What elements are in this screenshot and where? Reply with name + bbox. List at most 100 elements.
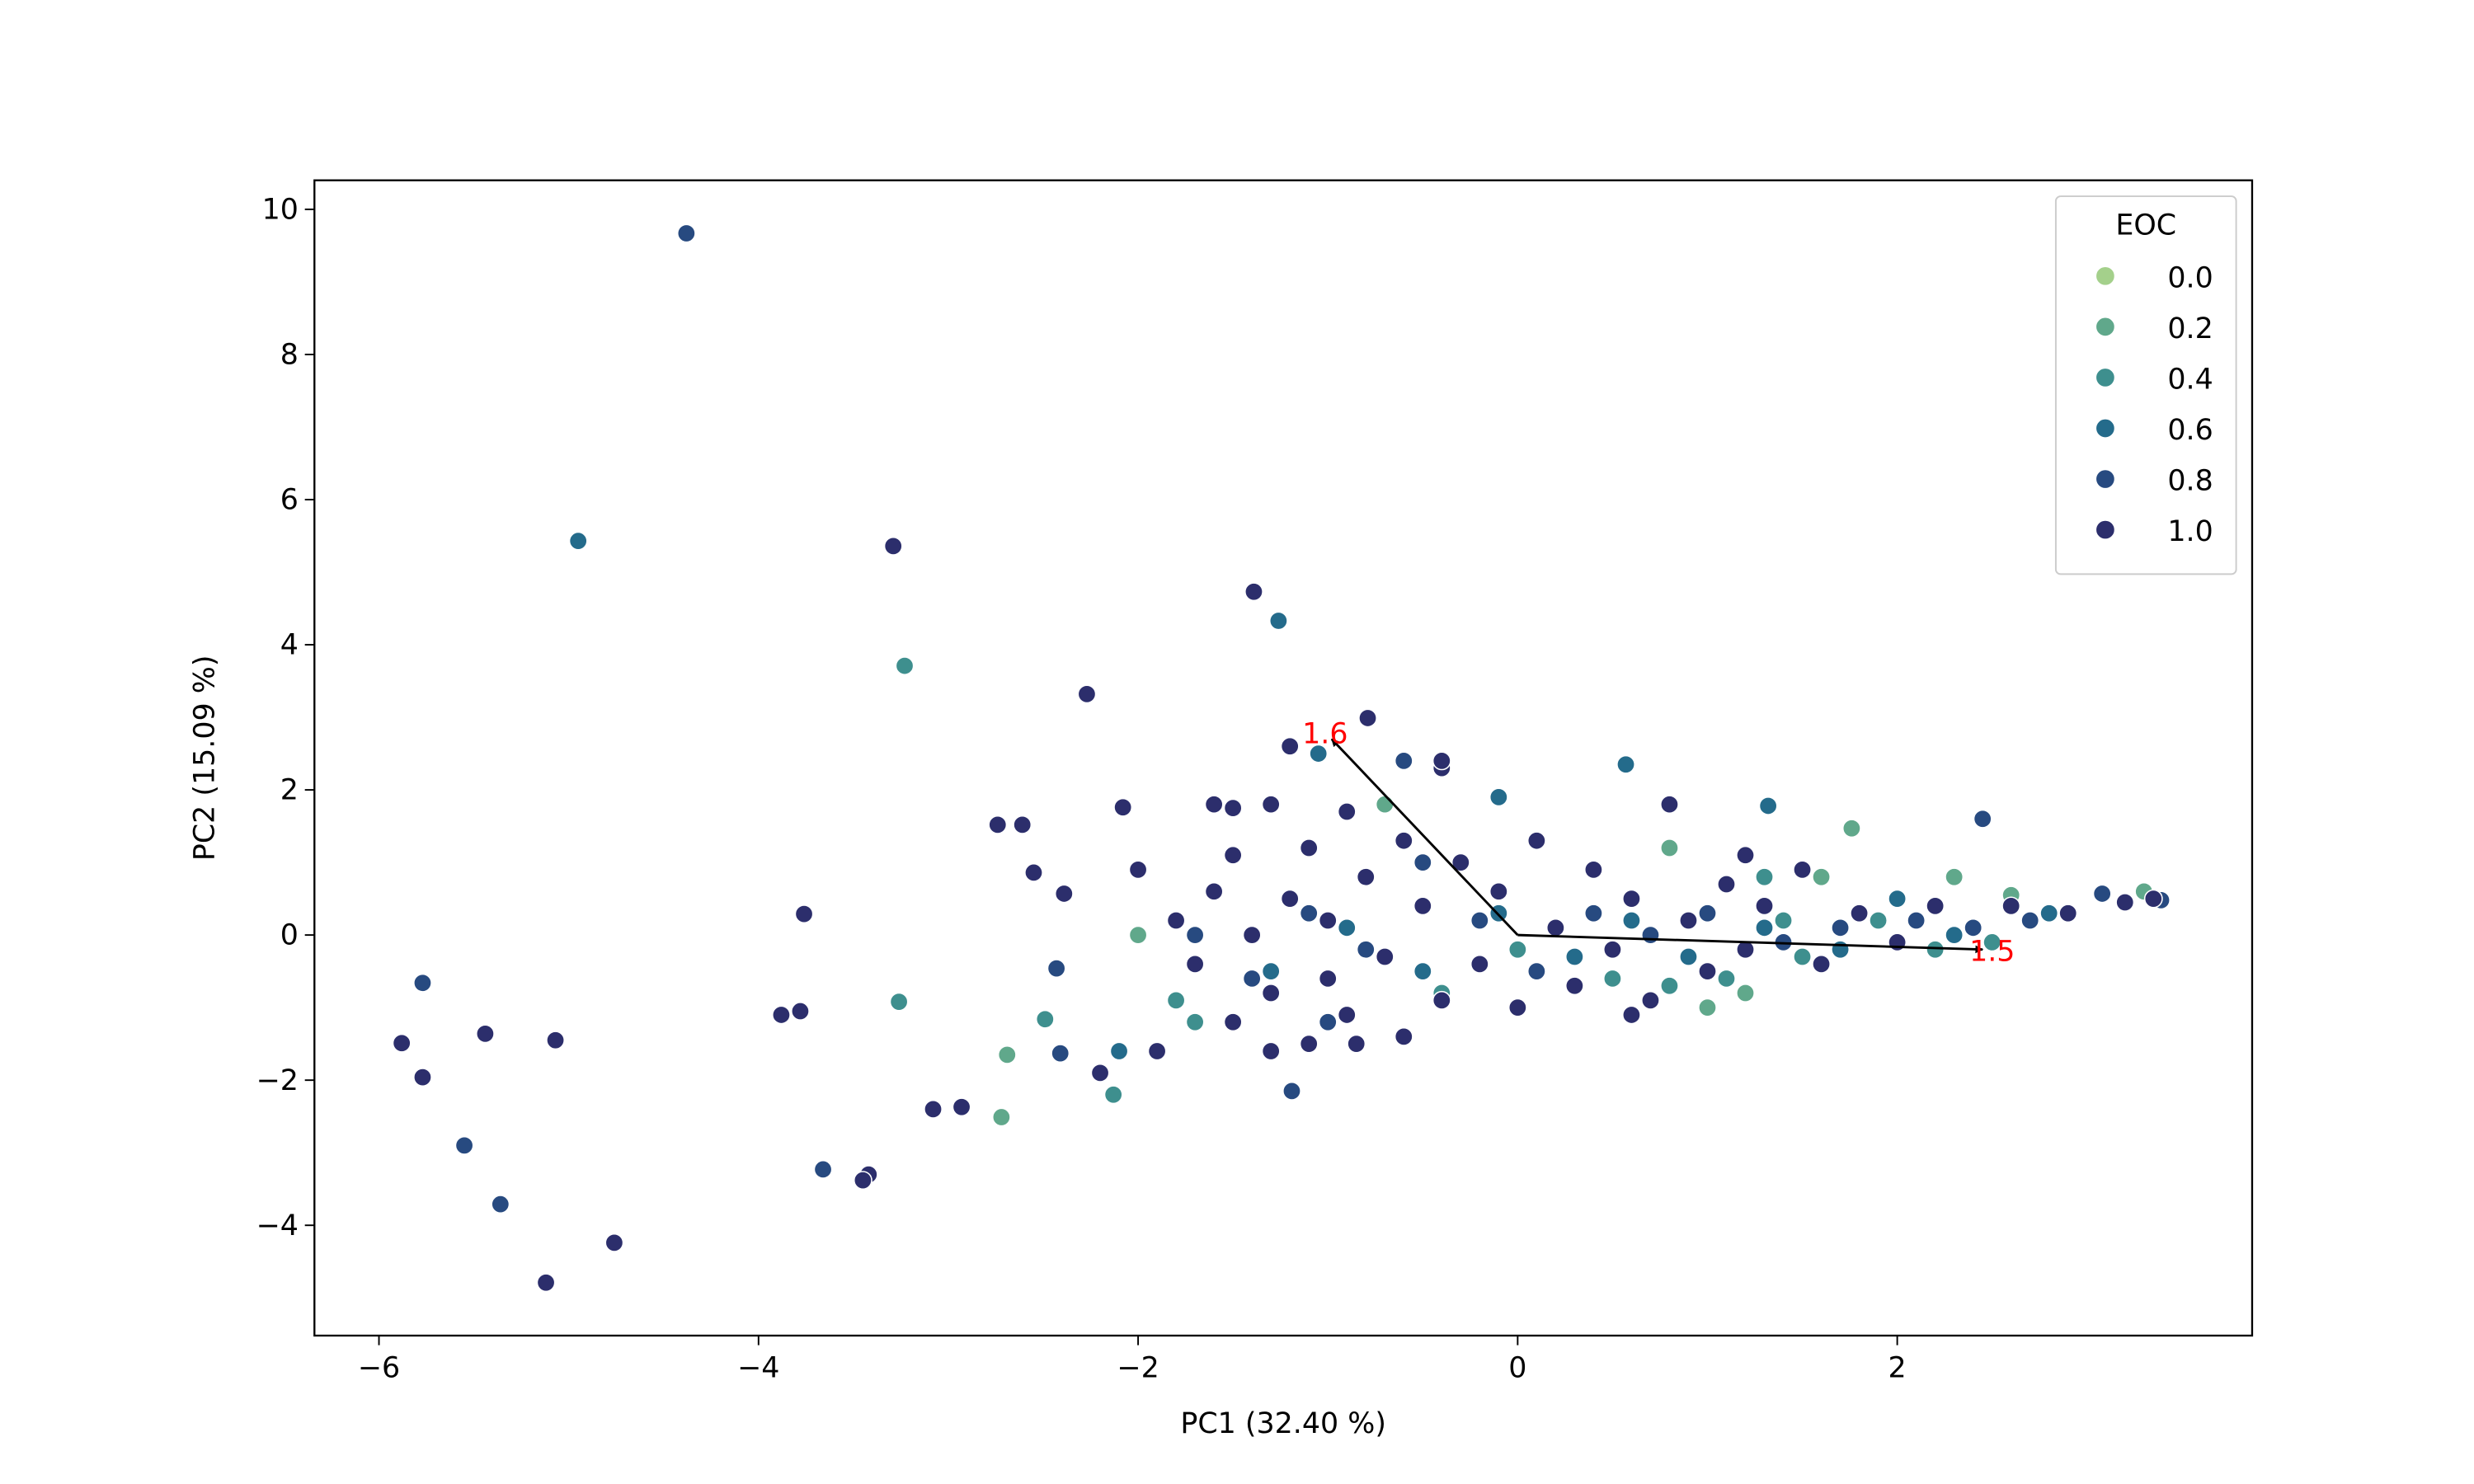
point xyxy=(1964,918,1983,937)
loading-label: 1.6 xyxy=(1302,718,1348,751)
point xyxy=(1888,932,1907,952)
x-tick-label: 2 xyxy=(1888,1351,1907,1384)
point xyxy=(1973,809,1992,829)
point xyxy=(1223,1012,1243,1032)
point xyxy=(1318,1012,1338,1032)
point xyxy=(883,536,903,556)
point xyxy=(676,223,696,243)
point xyxy=(1280,736,1300,756)
point xyxy=(1356,940,1376,960)
point xyxy=(1888,889,1907,909)
point xyxy=(1717,969,1736,989)
point xyxy=(491,1195,510,1214)
point xyxy=(1166,990,1186,1010)
y-tick-label: 0 xyxy=(280,919,299,952)
loading-arrow xyxy=(1517,933,1984,954)
point xyxy=(1282,1081,1301,1101)
point xyxy=(413,1068,432,1087)
point xyxy=(1641,925,1660,945)
loading-arrow xyxy=(1330,738,1519,937)
point xyxy=(1489,787,1508,807)
point xyxy=(2115,893,2135,912)
point xyxy=(1545,918,1565,937)
point xyxy=(1755,918,1774,937)
point xyxy=(1054,884,1074,904)
point xyxy=(1413,961,1432,981)
point xyxy=(1109,1041,1129,1061)
point xyxy=(952,1097,971,1117)
point xyxy=(1736,984,1755,1003)
point xyxy=(2001,896,2021,916)
point xyxy=(997,1045,1017,1064)
point xyxy=(1261,984,1281,1003)
point xyxy=(2039,904,2059,923)
point xyxy=(1394,751,1413,771)
point xyxy=(1526,961,1546,981)
point xyxy=(1507,998,1527,1017)
point xyxy=(1113,797,1133,817)
point xyxy=(1356,867,1376,887)
point xyxy=(1242,969,1262,989)
legend-label: 1.0 xyxy=(2167,515,2213,548)
loading-label: 1.5 xyxy=(1969,936,2015,969)
plot-area xyxy=(392,223,2171,1293)
point xyxy=(1244,582,1263,602)
point xyxy=(889,992,909,1012)
point xyxy=(1698,904,1717,923)
y-tick-label: −2 xyxy=(256,1064,299,1097)
point xyxy=(546,1031,565,1050)
point xyxy=(1841,819,1861,838)
point xyxy=(1758,796,1778,815)
point xyxy=(1318,911,1338,930)
point xyxy=(813,1160,833,1179)
point xyxy=(1812,867,1831,887)
point xyxy=(1526,831,1546,851)
y-axis-label: PC2 (15.09 %) xyxy=(188,655,221,862)
point xyxy=(1280,889,1300,909)
point xyxy=(1268,611,1288,631)
x-tick-label: −2 xyxy=(1117,1351,1159,1384)
point xyxy=(1261,1041,1281,1061)
point xyxy=(988,815,1008,834)
point xyxy=(1698,998,1717,1017)
point xyxy=(772,1005,791,1025)
point xyxy=(1204,795,1224,815)
point xyxy=(1622,911,1641,930)
point xyxy=(1660,976,1679,996)
point xyxy=(604,1233,624,1252)
point xyxy=(1616,754,1635,774)
point xyxy=(1090,1063,1110,1082)
point xyxy=(1679,947,1698,966)
point xyxy=(1622,1005,1641,1025)
point xyxy=(1432,751,1451,771)
point xyxy=(1337,918,1357,937)
x-axis-label: PC1 (32.40 %) xyxy=(1180,1407,1386,1440)
point xyxy=(454,1135,474,1155)
point xyxy=(1470,954,1489,974)
legend-marker xyxy=(2095,519,2116,540)
point xyxy=(1375,947,1395,966)
point xyxy=(1812,954,1831,974)
legend-label: 0.6 xyxy=(2167,414,2213,447)
point xyxy=(1347,1034,1366,1054)
point xyxy=(1679,911,1698,930)
legend-marker xyxy=(2095,367,2116,388)
point xyxy=(1337,802,1357,821)
point xyxy=(1793,947,1812,966)
point xyxy=(1242,925,1262,945)
point xyxy=(1641,990,1660,1010)
legend-marker xyxy=(2095,265,2116,287)
point xyxy=(1622,889,1641,909)
point xyxy=(1451,852,1470,872)
point xyxy=(2143,889,2163,909)
point xyxy=(568,531,588,551)
point xyxy=(1375,795,1395,815)
point xyxy=(791,1002,810,1021)
point xyxy=(536,1273,556,1293)
point xyxy=(1128,925,1148,945)
legend-label: 0.2 xyxy=(2167,312,2213,345)
point xyxy=(1318,969,1338,989)
point xyxy=(1831,918,1850,937)
point xyxy=(1103,1085,1123,1105)
